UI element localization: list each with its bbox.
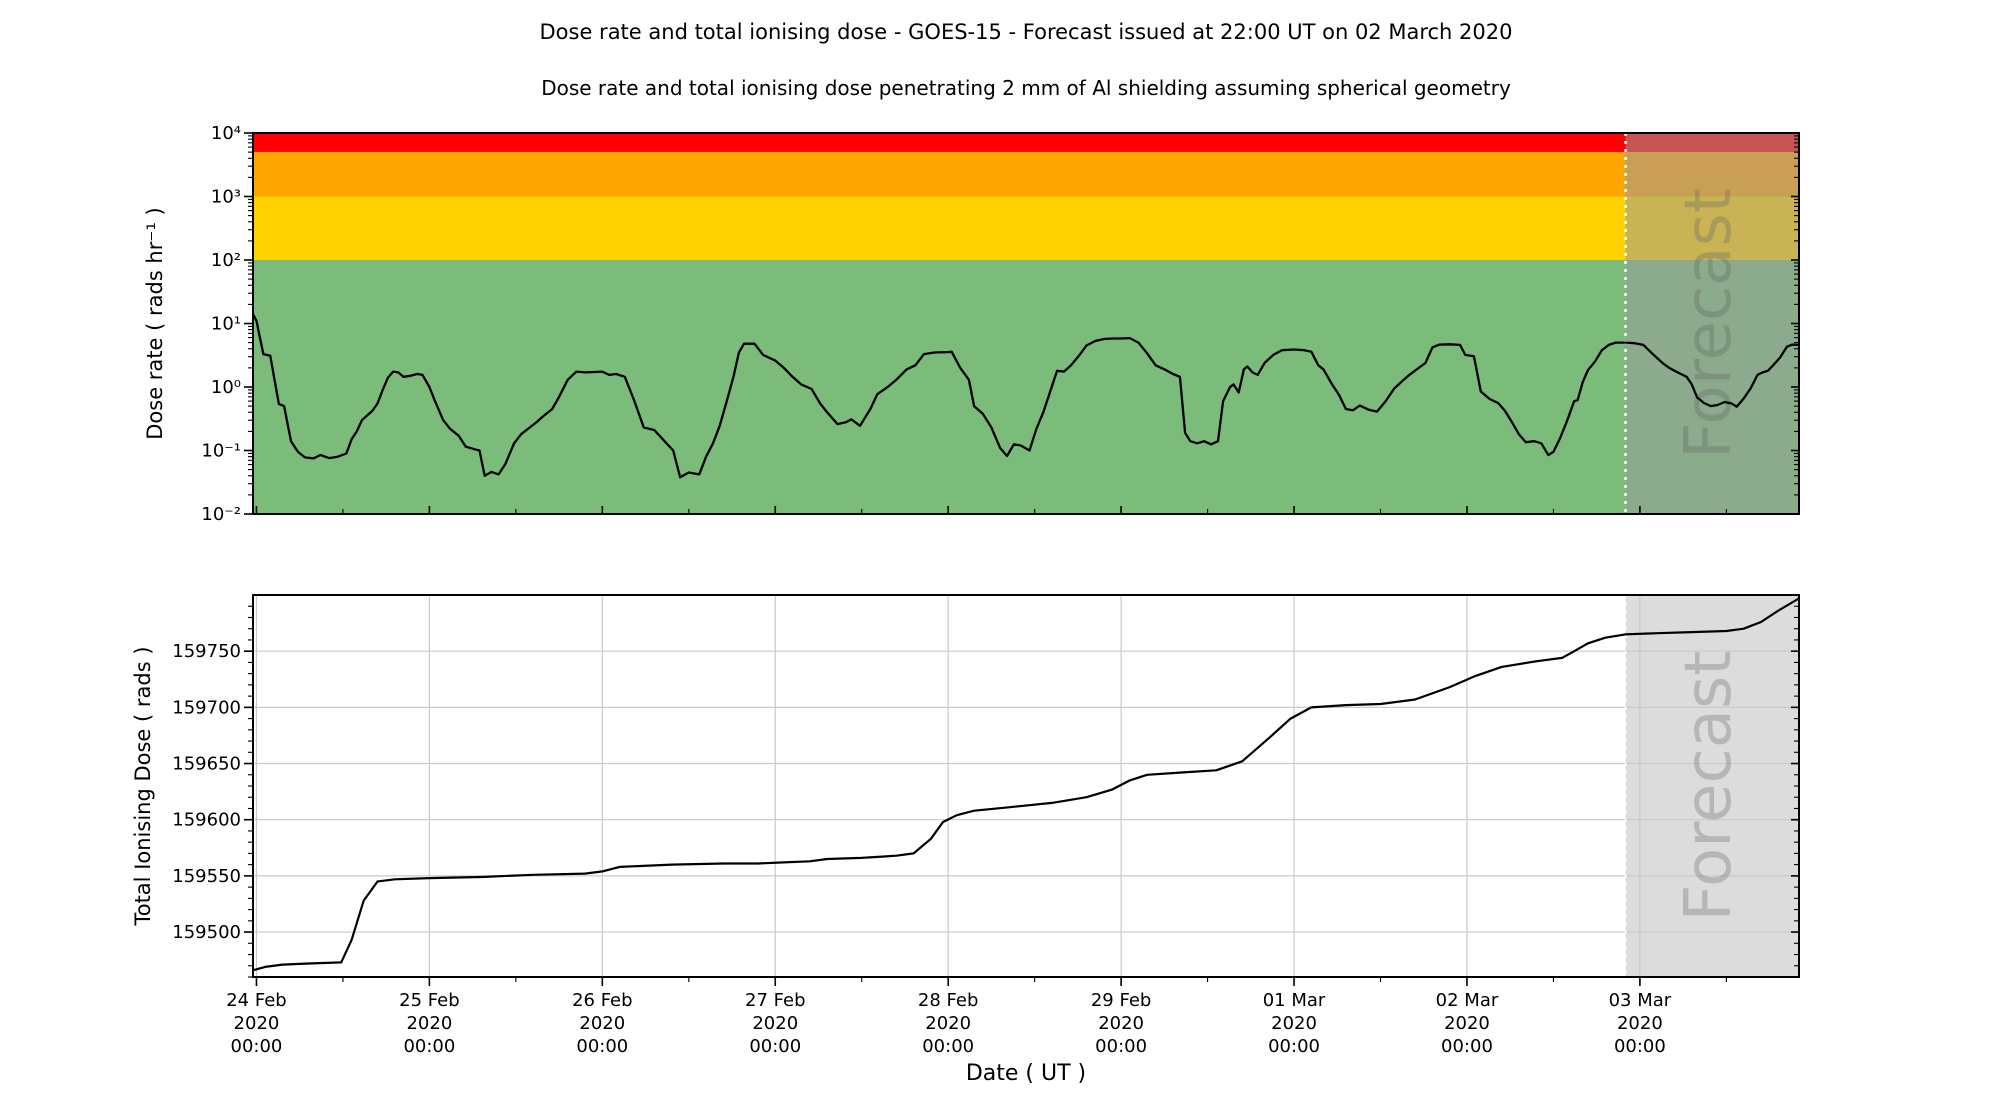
ytick-label-totaldose: 159500 (172, 922, 241, 943)
forecast-watermark: Forecast (1672, 188, 1746, 459)
ytick-label-doserate: 10⁰ (211, 377, 241, 398)
dose-rate-axis-label: Dose rate ( rads hr⁻¹ ) (143, 207, 167, 440)
xtick-date-label: 26 Feb 2020 00:00 (572, 990, 633, 1057)
ytick-label-totaldose: 159550 (172, 866, 241, 887)
dose-rate-plot: Forecast 10⁴ 10³ 10² 10¹ 10⁰ 10⁻¹ 10⁻² Dose rate… (143, 123, 1801, 525)
xtick-date-label: 27 Feb 2020 00:00 (745, 990, 806, 1057)
date-axis-label: Date ( UT ) (966, 1061, 1086, 1086)
red-zone (253, 133, 1799, 153)
xtick-date-label: 01 Mar 2020 00:00 (1263, 990, 1326, 1057)
total-dose-bg (253, 595, 1799, 977)
ytick-label-totaldose: 159600 (172, 810, 241, 831)
figure-subtitle: Dose rate and total ionising dose penetr… (541, 76, 1511, 100)
ytick-label-totaldose: 159700 (172, 697, 241, 718)
xtick-date-label: 28 Feb 2020 00:00 (918, 990, 979, 1057)
forecast-overlay-top (1625, 133, 1799, 514)
yellow-zone (253, 196, 1799, 260)
ytick-label-doserate: 10² (211, 250, 241, 271)
ytick-label-doserate: 10⁻² (201, 504, 241, 525)
figure-title: Dose rate and total ionising dose - GOES… (539, 20, 1513, 44)
xtick-date-label: 03 Mar 2020 00:00 (1609, 990, 1672, 1057)
ytick-label-doserate: 10³ (211, 187, 241, 208)
ytick-label-totaldose: 159750 (172, 641, 241, 662)
xtick-date-label: 25 Feb 2020 00:00 (399, 990, 460, 1057)
forecast-fill-bottom (1625, 595, 1799, 977)
orange-zone (253, 152, 1799, 197)
ytick-label-doserate: 10⁻¹ (201, 441, 241, 462)
xtick-date-label: 24 Feb 2020 00:00 (226, 990, 287, 1057)
total-dose-line (251, 597, 1801, 972)
xtick-date-label: 29 Feb 2020 00:00 (1091, 990, 1152, 1057)
total-dose-plot: Forecast 159750 159700 159650 159600 159550 15… (131, 594, 1801, 1086)
xtick-date-label: 02 Mar 2020 00:00 (1436, 990, 1499, 1057)
dose-rate-line (251, 313, 1801, 479)
forecast-watermark: Forecast (1672, 651, 1746, 922)
green-zone (253, 260, 1799, 514)
ytick-label-doserate: 10¹ (211, 314, 241, 335)
total-dose-axis-label: Total Ionising Dose ( rads ) (131, 646, 155, 926)
ytick-label-doserate: 10⁴ (211, 123, 241, 144)
ytick-label-totaldose: 159650 (172, 754, 241, 775)
